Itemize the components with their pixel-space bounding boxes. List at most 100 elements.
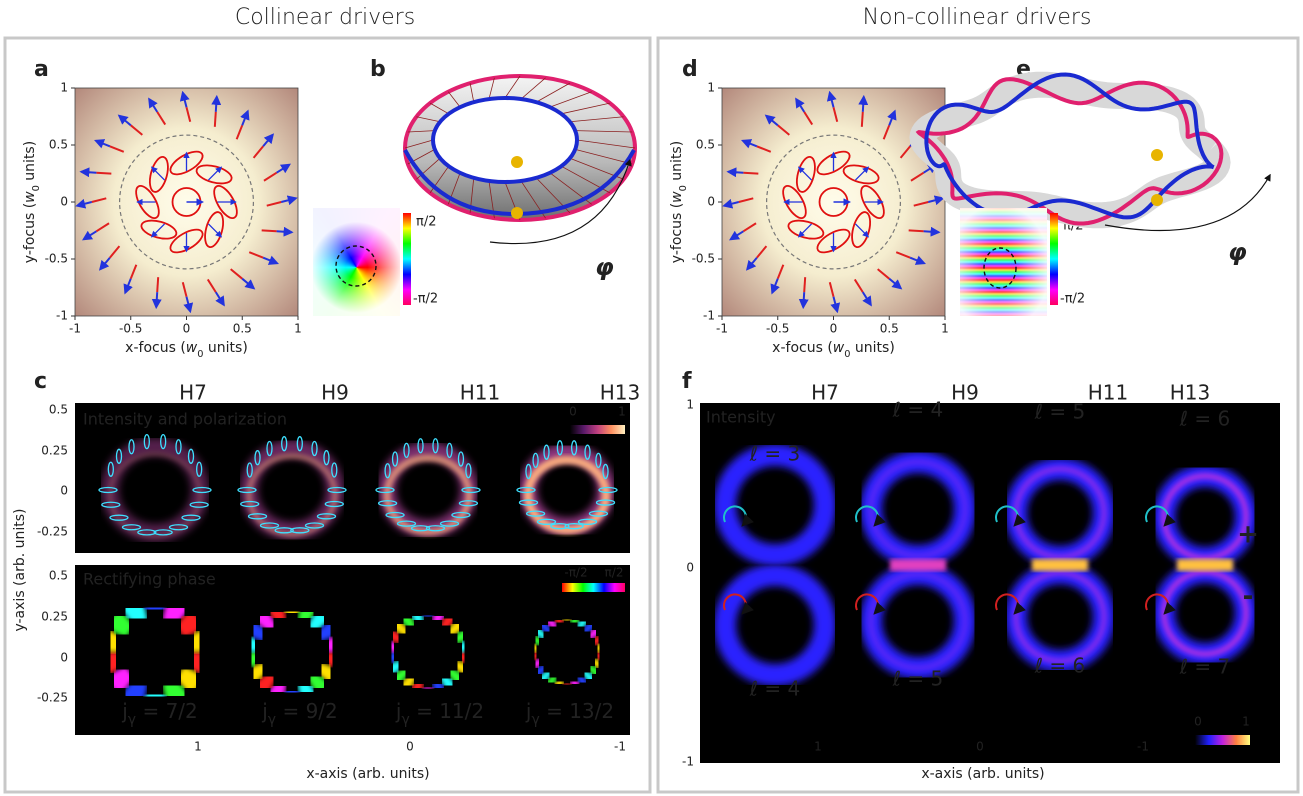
text-part: 0 xyxy=(31,185,42,191)
x-tick-label: -0.5 xyxy=(119,322,142,336)
x-tick-label: -1 xyxy=(1137,740,1149,754)
polarization-arrow xyxy=(899,145,911,159)
text-part: x-focus ( xyxy=(125,340,186,356)
colorbar xyxy=(1195,735,1250,745)
polarization-arrow xyxy=(262,255,279,265)
phase-segment xyxy=(104,608,136,639)
y-tick-label: -1 xyxy=(56,309,68,323)
text-part: j xyxy=(121,699,128,723)
phase-segment xyxy=(306,607,332,634)
y-tick-label: 0 xyxy=(60,484,68,498)
polarization-arrow xyxy=(263,171,278,182)
text-part: γ xyxy=(128,712,136,728)
polarization-ellipse xyxy=(121,524,142,531)
polarization-arrow xyxy=(743,171,759,175)
colorbar xyxy=(562,583,625,592)
polarization-ellipse xyxy=(391,451,399,467)
phase-segment xyxy=(584,624,604,642)
polarization-arrow xyxy=(854,166,870,181)
torus-line xyxy=(576,139,636,149)
polarization-arrow xyxy=(908,229,924,233)
marker-dot xyxy=(511,207,523,219)
phase-segment xyxy=(99,627,127,653)
colorbar-label: 1 xyxy=(1242,715,1250,729)
phase-segment xyxy=(174,665,206,696)
panel-label: a xyxy=(34,57,49,82)
phase-segment xyxy=(569,611,582,631)
angle-label: φ xyxy=(595,253,614,281)
polarization-arrow xyxy=(728,230,744,241)
polarization-ellipse xyxy=(237,486,257,494)
intensity-hotspot xyxy=(1032,559,1088,571)
momentum-label: jγ = 9/2 xyxy=(261,699,338,729)
y-tick-label: 0 xyxy=(686,561,694,575)
polarization-arrow xyxy=(798,292,809,310)
polarization-ellipse xyxy=(259,522,280,529)
marker-dot xyxy=(1151,149,1163,161)
helicity-arrow xyxy=(1145,505,1176,527)
phase-segment xyxy=(266,601,288,628)
harmonic-label: H9 xyxy=(951,381,979,405)
phase-segment xyxy=(431,606,448,629)
polarization-ellipse xyxy=(570,440,578,456)
polarization-arrow xyxy=(826,90,837,108)
polarization-arrow xyxy=(803,277,807,293)
polarization-ellipse xyxy=(860,185,885,219)
phase-segment xyxy=(574,670,591,691)
polarization-arrow xyxy=(211,94,222,112)
polarization-arrow xyxy=(262,133,275,147)
map-title: Intensity and polarization xyxy=(83,410,287,429)
inset-phase xyxy=(313,208,400,316)
colorbar-label: 1 xyxy=(618,405,626,419)
polarization-ellipse xyxy=(377,500,398,507)
phase-segment xyxy=(183,627,211,653)
torus-line xyxy=(520,77,546,100)
helicity-arrow xyxy=(855,505,886,527)
polarization-ellipse xyxy=(465,463,472,479)
polarization-ellipse xyxy=(458,500,479,507)
polarization-ellipse xyxy=(595,452,602,469)
phase-segment xyxy=(587,657,607,672)
polarization-arrow xyxy=(252,145,264,159)
text-part: = 11/2 xyxy=(410,699,484,723)
panel-label: f xyxy=(682,369,692,394)
polarization-arrow xyxy=(79,167,97,178)
x-tick-label: 0.5 xyxy=(233,322,252,336)
phase-segment xyxy=(527,632,547,647)
text-part: γ xyxy=(401,712,409,728)
polarization-arrow xyxy=(207,166,223,181)
polarization-arrow xyxy=(183,296,194,314)
torus-line xyxy=(404,139,434,149)
torus-hole xyxy=(431,96,579,184)
phase-segment xyxy=(444,665,467,687)
polarization-ellipse xyxy=(417,438,424,454)
polarization-arrow xyxy=(98,257,111,271)
orbital-label: ℓ = 4 xyxy=(892,398,943,422)
orbital-label: ℓ = 6 xyxy=(1034,654,1085,678)
y-tick-label: -1 xyxy=(703,309,715,323)
polarization-arrow xyxy=(129,264,138,280)
polarization-arrow xyxy=(185,106,192,123)
colorbar-label: -π/2 xyxy=(1060,292,1085,307)
polarization-ellipse xyxy=(137,529,157,536)
polarization-arrow xyxy=(109,245,121,259)
y-tick-label: -0.25 xyxy=(37,525,68,539)
text-part: j xyxy=(395,699,402,723)
polarization-ellipse xyxy=(536,518,557,525)
y-tick-label: -1 xyxy=(682,755,694,769)
torus-line xyxy=(469,83,475,103)
polarization-ellipse xyxy=(192,486,212,494)
panel-label: c xyxy=(34,369,47,394)
text-part: γ xyxy=(268,712,276,728)
y-tick-label: 0 xyxy=(60,651,68,665)
intensity-ring xyxy=(868,571,968,671)
phase-segment xyxy=(569,673,582,693)
sign-label: + xyxy=(1237,520,1259,550)
intensity-ring xyxy=(523,455,611,535)
polarization-ellipse xyxy=(296,436,303,452)
phase-segment xyxy=(161,676,190,707)
phase-segment xyxy=(530,662,550,680)
angle-arrow xyxy=(489,158,632,245)
torus-line xyxy=(575,130,633,133)
polarization-ellipse xyxy=(281,436,288,452)
